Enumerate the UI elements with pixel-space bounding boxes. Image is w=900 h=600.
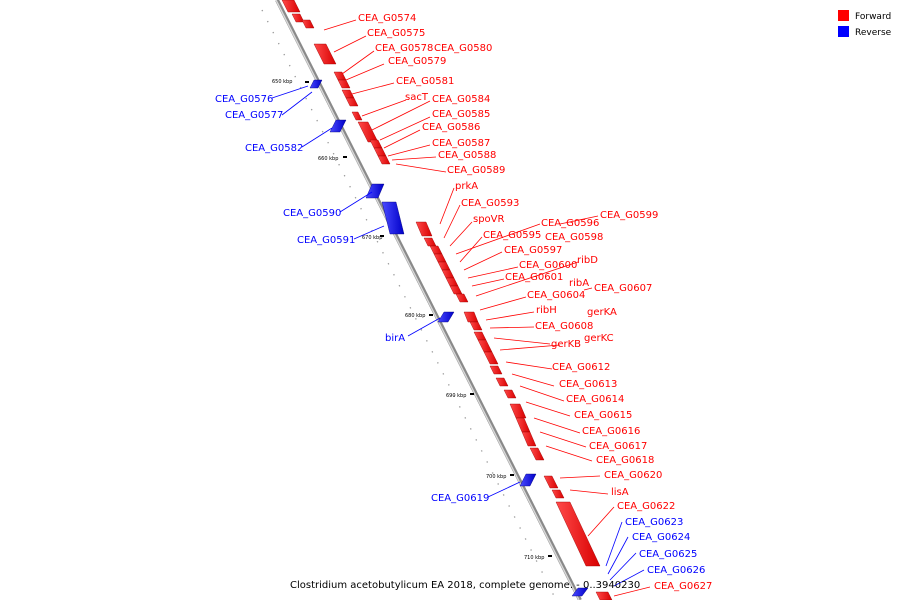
gene-label-forward[interactable]: CEA_G0584: [432, 94, 490, 105]
gene-label-forward[interactable]: CEA_G0579: [388, 56, 446, 67]
gene-label-forward[interactable]: CEA_G0600: [519, 260, 577, 271]
gene-label-forward[interactable]: gerKC: [584, 333, 614, 344]
gene-label-reverse[interactable]: CEA_G0623: [625, 517, 683, 528]
gene-label-reverse[interactable]: CEA_G0625: [639, 549, 697, 560]
gene-label-forward[interactable]: CEA_G0585: [432, 109, 490, 120]
gene-label-forward[interactable]: CEA_G0578: [375, 43, 433, 54]
forward-connectors: [323, 19, 651, 597]
gene-label-forward[interactable]: CEA_G0613: [559, 379, 617, 390]
gene-label-forward[interactable]: CEA_G0593: [461, 198, 519, 209]
gene-label-forward[interactable]: CEA_G0618: [596, 455, 654, 466]
tick-marks: [305, 81, 552, 557]
gene-label-forward[interactable]: gerKB: [551, 339, 581, 350]
gene-label-forward[interactable]: CEA_G0598: [545, 232, 603, 243]
gene-label-forward[interactable]: CEA_G0620: [604, 470, 662, 481]
gene-label-forward[interactable]: CEA_G0614: [566, 394, 624, 405]
gene-label-forward[interactable]: sacT: [405, 92, 429, 103]
gene-label-forward[interactable]: CEA_G0599: [600, 210, 658, 221]
forward-labels: CEA_G0574 CEA_G0575 CEA_G0578 CEA_G0580 …: [358, 13, 712, 592]
gene-label-reverse[interactable]: CEA_G0591: [297, 235, 355, 246]
gene-label-reverse[interactable]: CEA_G0626: [647, 565, 705, 576]
tick-label: 680 kbp: [405, 313, 425, 319]
reverse-gene-blocks: [309, 79, 589, 597]
legend-forward-label: Forward: [855, 12, 891, 22]
gene-label-forward[interactable]: CEA_G0574: [358, 13, 416, 24]
tick-label: 710 kbp: [524, 555, 544, 561]
gene-label-forward[interactable]: CEA_G0588: [438, 150, 496, 161]
tick-label: 660 kbp: [318, 156, 338, 162]
tick-label: 700 kbp: [486, 474, 506, 480]
gene-label-reverse[interactable]: CEA_G0590: [283, 208, 341, 219]
legend-reverse-label: Reverse: [855, 28, 892, 38]
tick-label: 650 kbp: [272, 79, 292, 85]
gene-label-reverse[interactable]: CEA_G0577: [225, 110, 283, 121]
gene-label-forward[interactable]: CEA_G0580: [434, 43, 492, 54]
gene-label-forward[interactable]: gerKA: [587, 307, 617, 318]
gene-label-reverse[interactable]: CEA_G0619: [431, 493, 489, 504]
gene-label-reverse[interactable]: birA: [385, 333, 405, 344]
tick-label: 690 kbp: [446, 393, 466, 399]
gene-label-forward[interactable]: CEA_G0597: [504, 245, 562, 256]
gene-label-forward[interactable]: CEA_G0616: [582, 426, 640, 437]
legend-reverse-swatch: [838, 26, 849, 37]
gene-label-reverse[interactable]: CEA_G0582: [245, 143, 303, 154]
gene-label-reverse[interactable]: CEA_G0576: [215, 94, 273, 105]
gene-label-forward[interactable]: CEA_G0586: [422, 122, 480, 133]
reverse-connectors: [271, 85, 645, 587]
gene-label-forward[interactable]: CEA_G0589: [447, 165, 505, 176]
gene-label-forward[interactable]: CEA_G0596: [541, 218, 599, 229]
gene-label-forward[interactable]: spoVR: [473, 214, 505, 225]
gene-label-forward[interactable]: ribH: [536, 305, 557, 316]
legend-forward-swatch: [838, 10, 849, 21]
gene-label-forward[interactable]: CEA_G0604: [527, 290, 585, 301]
genome-caption: Clostridium acetobutylicum EA 2018, comp…: [290, 580, 640, 591]
backbone-line: [275, 0, 580, 600]
gene-label-forward[interactable]: CEA_G0612: [552, 362, 610, 373]
gene-label-forward[interactable]: CEA_G0615: [574, 410, 632, 421]
gene-label-forward[interactable]: ribD: [577, 255, 598, 266]
gene-label-reverse[interactable]: CEA_G0624: [632, 532, 690, 543]
gene-label-forward[interactable]: CEA_G0627: [654, 581, 712, 592]
backbone-shadow: [275, 0, 582, 600]
gene-label-forward[interactable]: prkA: [455, 181, 478, 192]
forward-gene-blocks: [281, 0, 613, 600]
gene-label-forward[interactable]: ribA: [569, 278, 589, 289]
gene-label-forward[interactable]: CEA_G0575: [367, 28, 425, 39]
gene-label-forward[interactable]: CEA_G0607: [594, 283, 652, 294]
gene-label-forward[interactable]: CEA_G0581: [396, 76, 454, 87]
gene-label-forward[interactable]: CEA_G0617: [589, 441, 647, 452]
reverse-labels: CEA_G0576 CEA_G0577 CEA_G0582 CEA_G0590 …: [215, 94, 705, 576]
gene-label-forward[interactable]: CEA_G0608: [535, 321, 593, 332]
gene-label-forward[interactable]: CEA_G0595: [483, 230, 541, 241]
tick-label: 670 kbp: [362, 235, 382, 241]
legend: Forward Reverse: [838, 10, 892, 38]
gene-label-forward[interactable]: lisA: [611, 487, 629, 498]
gene-label-forward[interactable]: CEA_G0622: [617, 501, 675, 512]
gene-label-forward[interactable]: CEA_G0601: [505, 272, 563, 283]
gene-label-forward[interactable]: CEA_G0587: [432, 138, 490, 149]
